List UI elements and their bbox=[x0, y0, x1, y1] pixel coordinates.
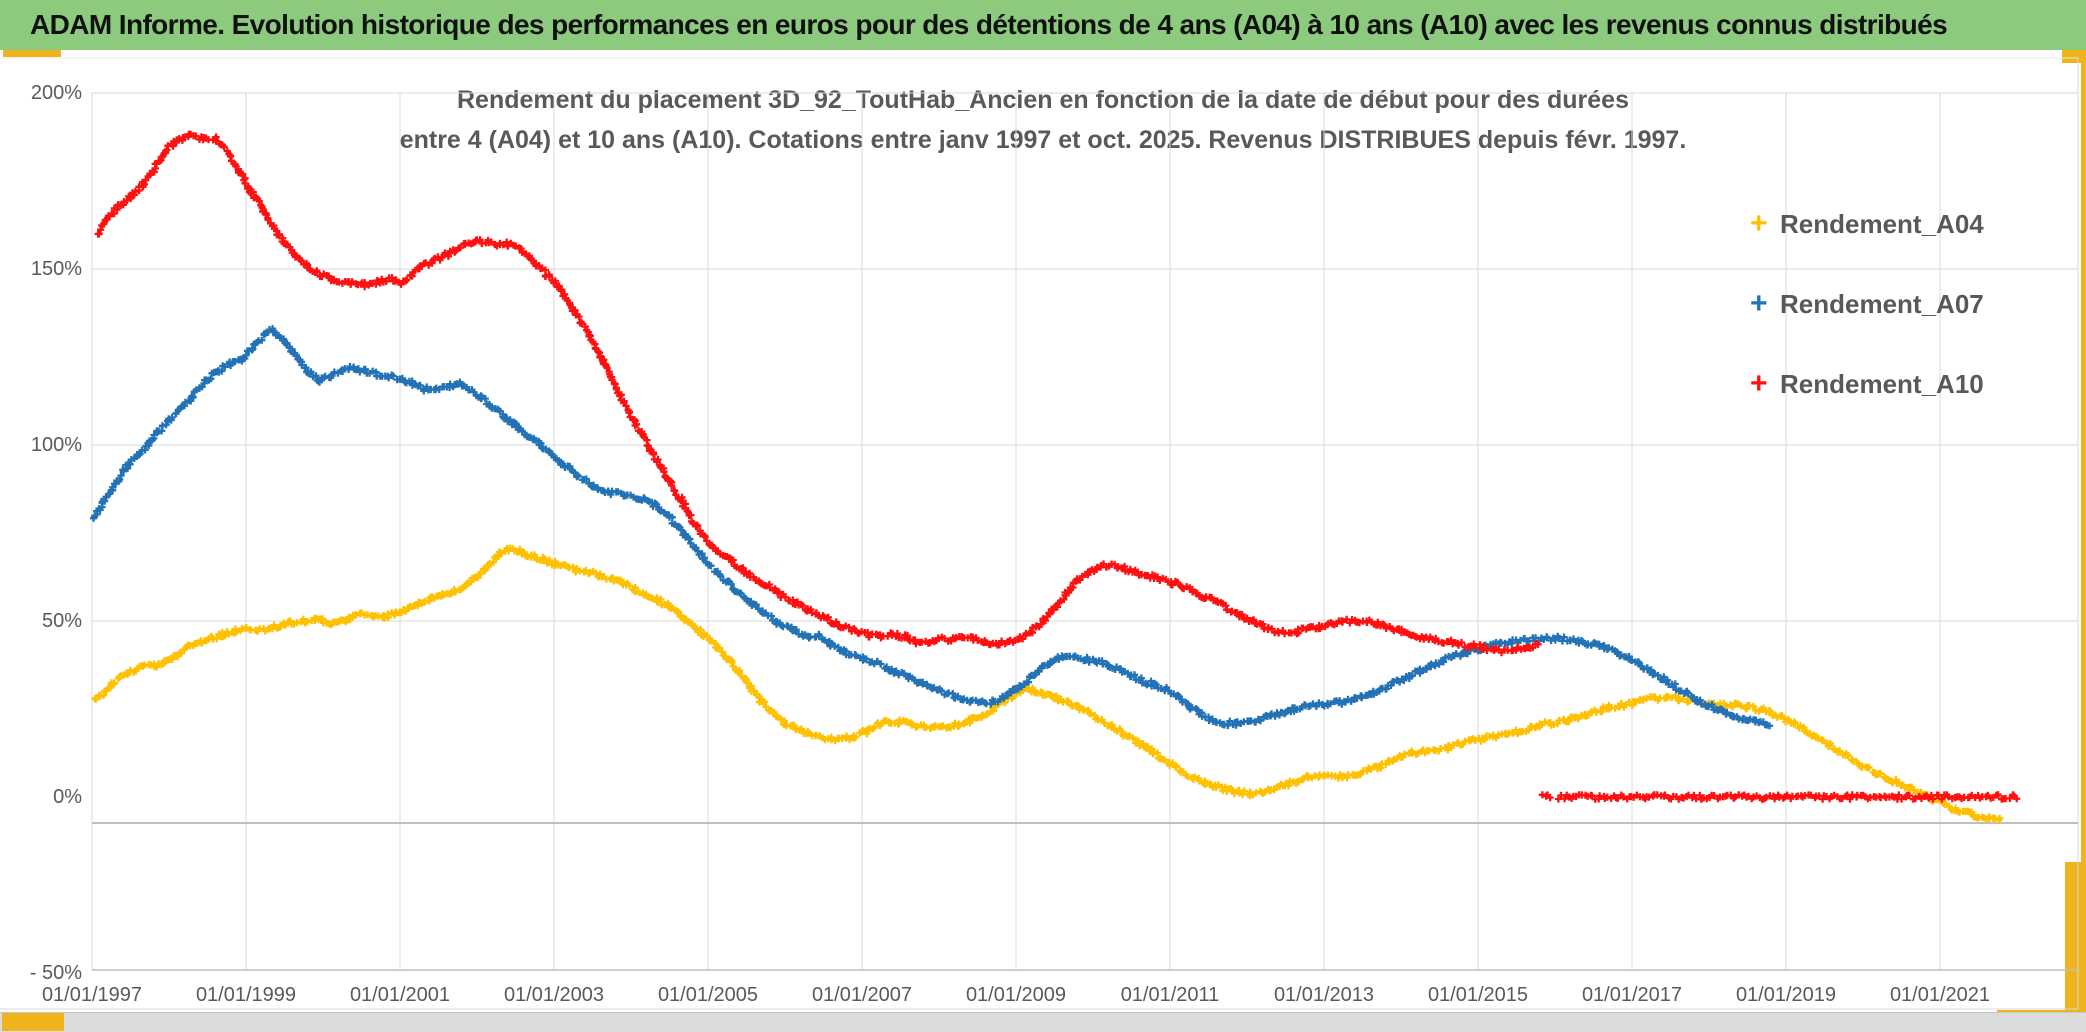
y-tick-neg50: - 50% bbox=[29, 962, 82, 984]
plus-marker-icon: + bbox=[1750, 287, 1768, 320]
x-tick-2013: 01/01/2013 bbox=[1273, 984, 1375, 1006]
legend-label-a04: Rendement_A04 bbox=[1780, 208, 1984, 239]
gold-accent-bottom-left bbox=[2, 1013, 64, 1031]
legend-item-a04: + Rendement_A04 bbox=[1750, 204, 1984, 244]
gold-accent-bottom-right-bar bbox=[2065, 862, 2086, 1032]
header-banner: ADAM Informe. Evolution historique des p… bbox=[0, 0, 2086, 50]
y-tick-150: 150% bbox=[30, 258, 82, 280]
legend-item-a10: + Rendement_A10 bbox=[1750, 364, 1984, 404]
x-tick-2003: 01/01/2003 bbox=[503, 984, 605, 1006]
x-tick-2001: 01/01/2001 bbox=[349, 984, 451, 1006]
y-tick-200: 200% bbox=[30, 82, 82, 104]
series-Rendement_A10 bbox=[94, 130, 2021, 803]
chart-title-line2: entre 4 (A04) et 10 ans (A10). Cotations… bbox=[399, 126, 1687, 154]
x-tick-2021: 01/01/2021 bbox=[1889, 984, 1991, 1006]
x-tick-2009: 01/01/2009 bbox=[965, 984, 1067, 1006]
legend-label-a07: Rendement_A07 bbox=[1780, 288, 1984, 319]
series-Rendement_A07 bbox=[90, 325, 1774, 730]
plus-marker-icon: + bbox=[1750, 367, 1768, 400]
y-tick-0: 0% bbox=[53, 786, 82, 808]
gold-accent-right-edge bbox=[2081, 50, 2086, 1032]
plus-marker-icon: + bbox=[1750, 207, 1768, 240]
x-tick-2015: 01/01/2015 bbox=[1427, 984, 1529, 1006]
x-tick-2007: 01/01/2007 bbox=[811, 984, 913, 1006]
y-tick-100: 100% bbox=[30, 434, 82, 456]
x-tick-2011: 01/01/2011 bbox=[1120, 984, 1220, 1006]
chart-title-line1: Rendement du placement 3D_92_ToutHab_Anc… bbox=[457, 86, 1629, 114]
x-tick-2017: 01/01/2017 bbox=[1581, 984, 1683, 1006]
legend-label-a10: Rendement_A10 bbox=[1780, 368, 1984, 399]
series-Rendement_A04 bbox=[91, 544, 2004, 824]
legend-item-a07: + Rendement_A07 bbox=[1750, 284, 1984, 324]
x-tick-2019: 01/01/2019 bbox=[1735, 984, 1837, 1006]
gold-accent-top-right bbox=[2062, 50, 2086, 63]
y-tick-50: 50% bbox=[41, 610, 82, 632]
footer-strip bbox=[0, 1012, 2086, 1032]
page-title: ADAM Informe. Evolution historique des p… bbox=[30, 9, 1948, 40]
x-tick-1997: 01/01/1997 bbox=[41, 984, 143, 1006]
gold-accent-top-left bbox=[3, 50, 61, 57]
x-tick-1999: 01/01/1999 bbox=[195, 984, 297, 1006]
x-tick-2005: 01/01/2005 bbox=[657, 984, 759, 1006]
